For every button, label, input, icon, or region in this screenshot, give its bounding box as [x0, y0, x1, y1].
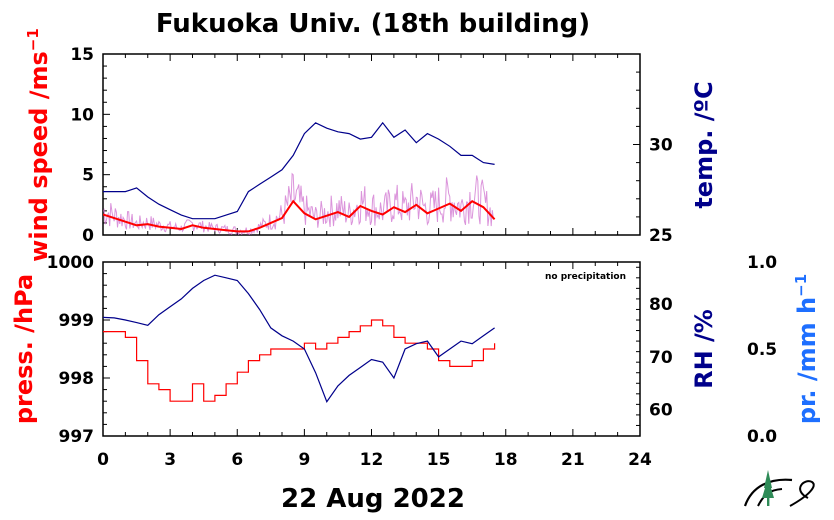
x-tick-label: 18 [494, 450, 518, 470]
x-tick-label: 21 [561, 450, 585, 470]
precipitation-note: no precipitation [545, 272, 626, 282]
right-tick-label: 70 [649, 348, 673, 368]
x-tick-label: 15 [427, 450, 451, 470]
wind-raw-line [103, 172, 494, 235]
left-tick-label: 5 [82, 166, 94, 186]
precipitation-axis-label: pr. /mm h−1 [792, 274, 821, 424]
left-tick-label: 10 [70, 105, 94, 125]
x-tick-label: 9 [298, 450, 310, 470]
precip-tick-label: 1.0 [747, 253, 777, 273]
lower-panel: 0 3 6 9 12 15 18 21 24 997 998 999 1000 60 70 80 0.0 0.5 1… [10, 253, 821, 470]
temperature-line [103, 121, 495, 220]
plot-frame [102, 53, 641, 236]
upper-panel: 0 5 10 15 25 30 wind speed /ms−1 temp. /ºC [24, 28, 718, 262]
left-tick-label: 999 [59, 311, 95, 331]
institution-logo [743, 470, 815, 507]
left-tick-label: 998 [59, 369, 95, 389]
x-tick-label: 24 [628, 450, 652, 470]
pressure-line [103, 319, 496, 402]
right-tick-label: 30 [649, 136, 673, 156]
right-tick-label: 25 [649, 226, 673, 246]
left-tick-label: 1000 [47, 253, 94, 273]
x-tick-label: 6 [231, 450, 243, 470]
chart-title: Fukuoka Univ. (18th building) [156, 9, 590, 39]
left-tick-label: 997 [59, 427, 95, 447]
pressure-axis-label: press. /hPa [10, 274, 38, 424]
x-tick-label: 12 [360, 450, 384, 470]
x-tick-label: 0 [97, 450, 109, 470]
humidity-axis-label: RH /% [690, 309, 718, 389]
right-tick-label: 80 [649, 295, 673, 315]
plot-frame [102, 261, 641, 437]
right-tick-label: 60 [649, 401, 673, 421]
x-tick-label: 3 [164, 450, 176, 470]
date-label: 22 Aug 2022 [281, 484, 465, 514]
temperature-axis-label: temp. /ºC [690, 81, 718, 208]
precip-tick-label: 0.0 [747, 427, 777, 447]
precip-tick-label: 0.5 [747, 340, 777, 360]
left-tick-label: 0 [82, 226, 94, 246]
left-tick-label: 15 [70, 45, 94, 65]
wind-speed-line [103, 199, 496, 233]
wind-speed-axis-label: wind speed /ms−1 [24, 28, 53, 262]
humidity-line [103, 274, 495, 403]
